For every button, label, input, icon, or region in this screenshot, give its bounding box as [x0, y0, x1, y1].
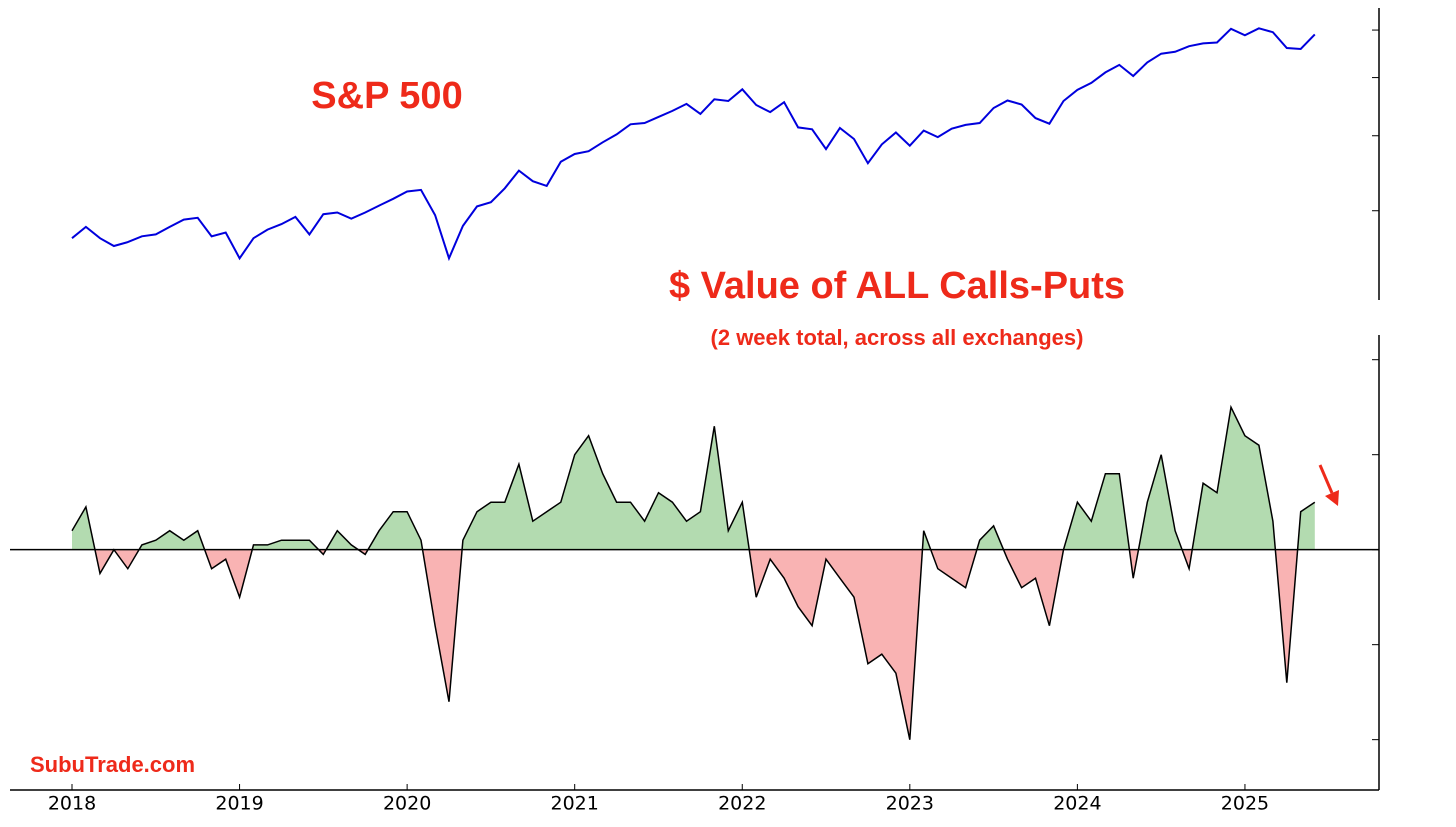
x-tick-label: 2023: [886, 793, 934, 815]
x-tick-label: 2019: [215, 793, 263, 815]
x-tick-label: 2020: [383, 793, 431, 815]
chart-title: $ Value of ALL Calls-Puts: [669, 265, 1125, 307]
area-pos: [71, 407, 1315, 550]
arrow: [1318, 464, 1339, 506]
x-tick-label: 2021: [551, 793, 599, 815]
watermark: SubuTrade.com: [30, 752, 195, 777]
x-tick-label: 2018: [48, 793, 96, 815]
x-tick-label: 2022: [718, 793, 766, 815]
chart-subtitle: (2 week total, across all exchanges): [711, 325, 1084, 350]
series-line: [71, 27, 1316, 262]
x-tick-label: 2025: [1221, 793, 1269, 815]
series-line: [71, 404, 1316, 740]
area-neg: [94, 549, 1298, 740]
chart-title: S&P 500: [311, 75, 462, 117]
x-tick-label: 2024: [1053, 793, 1101, 815]
